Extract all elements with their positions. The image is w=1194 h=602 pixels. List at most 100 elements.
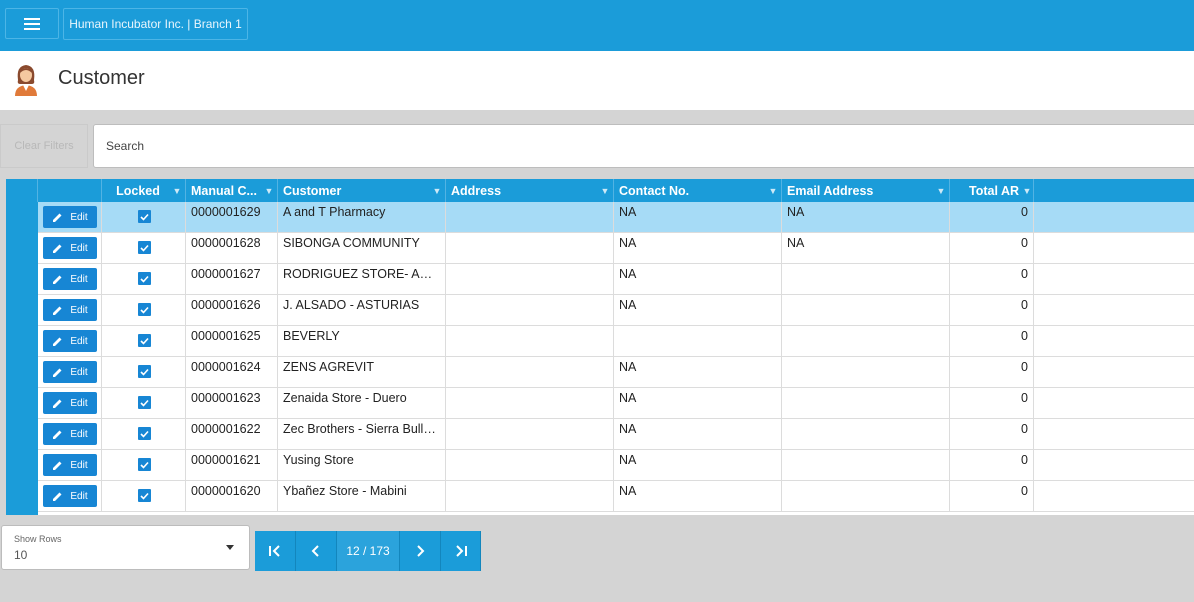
column-header-contact-no[interactable]: Contact No. ▼ <box>614 179 782 202</box>
last-page-button[interactable] <box>441 531 481 571</box>
pencil-icon <box>53 306 62 315</box>
branch-selector[interactable]: Human Incubator Inc. | Branch 1 <box>63 8 248 40</box>
edit-button[interactable]: Edit <box>43 237 97 259</box>
next-page-button[interactable] <box>400 531 441 571</box>
checkbox-icon[interactable] <box>138 210 151 223</box>
checkbox-icon[interactable] <box>138 458 151 471</box>
contact-cell: NA <box>614 233 782 264</box>
column-header-label: Address <box>451 183 502 198</box>
edit-cell: Edit <box>38 388 102 419</box>
top-bar: Human Incubator Inc. | Branch 1 <box>0 0 1194 51</box>
filter-icon[interactable]: ▼ <box>1022 185 1032 196</box>
contact-cell <box>614 326 782 357</box>
table-row[interactable]: Edit 0000001627 RODRIGUEZ STORE- ARGAO NA 0 <box>38 264 1194 295</box>
prev-page-button[interactable] <box>296 531 337 571</box>
pencil-icon <box>53 275 62 284</box>
table-row[interactable]: Edit 0000001620 Ybañez Store - Mabini NA 0 <box>38 481 1194 512</box>
column-header-total-ar[interactable]: Total AR ▼ <box>950 179 1034 202</box>
clear-filters-button[interactable]: Clear Filters <box>0 124 88 168</box>
filter-icon[interactable]: ▼ <box>432 185 442 196</box>
edit-cell: Edit <box>38 481 102 512</box>
locked-cell <box>102 295 186 326</box>
checkbox-icon[interactable] <box>138 272 151 285</box>
manual-code-cell: 0000001625 <box>186 326 278 357</box>
edit-button[interactable]: Edit <box>43 361 97 383</box>
column-header-email-address[interactable]: Email Address ▼ <box>782 179 950 202</box>
manual-code-cell: 0000001622 <box>186 419 278 450</box>
edit-button[interactable]: Edit <box>43 454 97 476</box>
filter-icon[interactable]: ▼ <box>264 185 274 196</box>
edit-button[interactable]: Edit <box>43 206 97 228</box>
column-header-customer[interactable]: Customer ▼ <box>278 179 446 202</box>
total-ar-cell: 0 <box>950 264 1034 295</box>
table-row[interactable]: Edit 0000001621 Yusing Store NA 0 <box>38 450 1194 481</box>
locked-cell <box>102 264 186 295</box>
filter-icon[interactable]: ▼ <box>936 185 946 196</box>
email-cell <box>782 326 950 357</box>
menu-button[interactable] <box>5 8 59 39</box>
edit-button[interactable]: Edit <box>43 268 97 290</box>
table-row[interactable]: Edit 0000001622 Zec Brothers - Sierra Bull… <box>38 419 1194 450</box>
locked-cell <box>102 233 186 264</box>
email-cell <box>782 450 950 481</box>
checkbox-icon[interactable] <box>138 396 151 409</box>
total-ar-cell: 0 <box>950 450 1034 481</box>
customer-cell: J. ALSADO - ASTURIAS <box>278 295 446 326</box>
column-header-label: Contact No. <box>619 183 690 198</box>
filter-icon[interactable]: ▼ <box>172 185 182 196</box>
edit-cell: Edit <box>38 233 102 264</box>
column-header-label: Email Address <box>787 183 874 198</box>
filter-icon[interactable]: ▼ <box>768 185 778 196</box>
total-ar-cell: 0 <box>950 419 1034 450</box>
search-input[interactable] <box>93 124 1194 168</box>
row-selector-column[interactable] <box>6 202 38 515</box>
column-header-label: Customer <box>283 183 342 198</box>
customer-cell: Yusing Store <box>278 450 446 481</box>
filter-icon[interactable]: ▼ <box>600 185 610 196</box>
column-header-locked[interactable]: Locked ▼ <box>102 179 186 202</box>
pencil-icon <box>53 368 62 377</box>
first-page-button[interactable] <box>255 531 296 571</box>
manual-code-cell: 0000001627 <box>186 264 278 295</box>
edit-cell: Edit <box>38 326 102 357</box>
edit-cell: Edit <box>38 202 102 233</box>
contact-cell: NA <box>614 388 782 419</box>
column-header-filler <box>1034 179 1194 202</box>
table-row[interactable]: Edit 0000001624 ZENS AGREVIT NA 0 <box>38 357 1194 388</box>
edit-button[interactable]: Edit <box>43 423 97 445</box>
show-rows-select[interactable]: Show Rows 10 <box>1 525 250 570</box>
next-page-icon <box>417 545 425 557</box>
checkbox-icon[interactable] <box>138 303 151 316</box>
customer-cell: SIBONGA COMMUNITY <box>278 233 446 264</box>
edit-button[interactable]: Edit <box>43 485 97 507</box>
total-ar-cell: 0 <box>950 202 1034 233</box>
column-header-label: Manual C... <box>191 183 257 198</box>
edit-button[interactable]: Edit <box>43 330 97 352</box>
checkbox-icon[interactable] <box>138 427 151 440</box>
table-row[interactable]: Edit 0000001626 J. ALSADO - ASTURIAS NA 0 <box>38 295 1194 326</box>
edit-button[interactable]: Edit <box>43 299 97 321</box>
page-title: Customer <box>58 67 145 89</box>
checkbox-icon[interactable] <box>138 365 151 378</box>
pencil-icon <box>53 244 62 253</box>
locked-cell <box>102 450 186 481</box>
show-rows-label: Show Rows <box>14 534 62 544</box>
first-page-icon <box>269 545 280 557</box>
customer-cell: Zenaida Store - Duero <box>278 388 446 419</box>
table-row[interactable]: Edit 0000001629 A and T Pharmacy NA NA 0 <box>38 202 1194 233</box>
column-header-manual-code[interactable]: Manual C... ▼ <box>186 179 278 202</box>
table-row[interactable]: Edit 0000001628 SIBONGA COMMUNITY NA NA 0 <box>38 233 1194 264</box>
dropdown-caret-icon <box>226 545 234 550</box>
checkbox-icon[interactable] <box>138 241 151 254</box>
address-cell <box>446 357 614 388</box>
checkbox-icon[interactable] <box>138 334 151 347</box>
total-ar-cell: 0 <box>950 357 1034 388</box>
manual-code-cell: 0000001626 <box>186 295 278 326</box>
checkbox-icon[interactable] <box>138 489 151 502</box>
table-row[interactable]: Edit 0000001623 Zenaida Store - Duero NA 0 <box>38 388 1194 419</box>
edit-button[interactable]: Edit <box>43 392 97 414</box>
table-row[interactable]: Edit 0000001625 BEVERLY 0 <box>38 326 1194 357</box>
customer-cell: BEVERLY <box>278 326 446 357</box>
column-header-address[interactable]: Address ▼ <box>446 179 614 202</box>
edit-column-header <box>38 179 102 202</box>
